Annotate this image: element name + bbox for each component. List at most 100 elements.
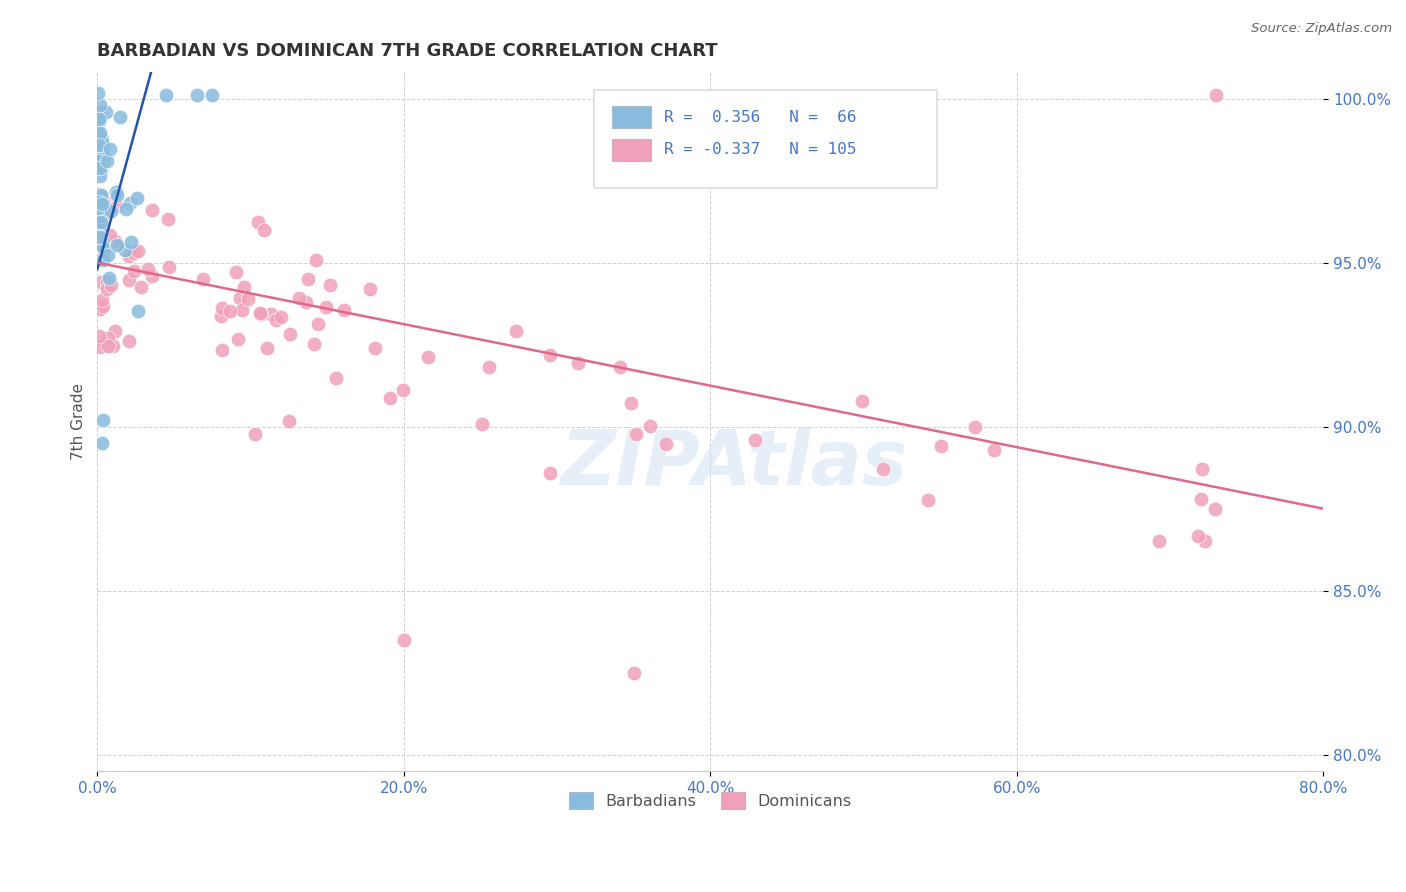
Point [505, 325, 527, 339]
Point [93, 194, 115, 208]
Point [90, 275, 112, 289]
Point [211, 343, 233, 357]
Point [141, 202, 163, 217]
Point [186, 88, 208, 103]
Point [104, 234, 127, 248]
Point [87, 112, 110, 127]
Point [297, 272, 319, 286]
Point [1147, 534, 1170, 549]
Point [305, 253, 328, 268]
Point [87, 194, 110, 209]
Point [91, 149, 114, 163]
Point [108, 111, 131, 125]
Point [97, 331, 120, 345]
FancyBboxPatch shape [612, 139, 651, 161]
Point [307, 317, 329, 331]
Point [540, 348, 562, 362]
Point [96, 282, 118, 296]
Point [90, 293, 112, 308]
Point [120, 196, 142, 211]
Point [90, 158, 112, 172]
Point [93, 251, 115, 265]
Point [929, 439, 952, 453]
Point [97, 248, 120, 262]
Point [87, 207, 110, 221]
Point [378, 392, 401, 406]
Point [226, 332, 249, 346]
Point [124, 264, 146, 278]
Point [87, 228, 110, 243]
Point [90, 187, 112, 202]
Point [278, 327, 301, 342]
Point [91, 190, 114, 204]
Point [90, 222, 112, 236]
Point [278, 414, 301, 428]
Point [96, 154, 118, 169]
Point [93, 155, 115, 169]
Point [1194, 534, 1216, 549]
Point [115, 202, 138, 217]
Point [471, 417, 494, 431]
Point [1187, 529, 1209, 543]
Point [97, 339, 120, 353]
Point [91, 252, 114, 267]
Point [89, 340, 111, 354]
Point [100, 203, 122, 218]
Point [1205, 88, 1227, 103]
Point [87, 219, 110, 233]
Point [295, 295, 318, 310]
Point [225, 265, 247, 279]
Point [260, 307, 283, 321]
Point [89, 213, 111, 227]
Point [91, 299, 114, 313]
FancyBboxPatch shape [593, 90, 938, 187]
Point [243, 427, 266, 442]
Point [87, 229, 110, 244]
Point [101, 339, 124, 353]
Point [89, 106, 111, 120]
Point [359, 282, 381, 296]
Point [416, 351, 439, 365]
Point [654, 437, 676, 451]
Point [87, 216, 110, 230]
Point [744, 433, 766, 447]
Point [98, 228, 121, 243]
Point [114, 243, 136, 257]
Point [219, 304, 242, 318]
Point [364, 341, 387, 355]
Point [96, 275, 118, 289]
Point [392, 632, 415, 647]
Point [252, 223, 274, 237]
Point [229, 291, 252, 305]
Point [104, 324, 127, 338]
Point [270, 310, 292, 325]
Point [100, 277, 122, 292]
Point [193, 272, 215, 286]
Point [288, 291, 311, 305]
Point [155, 88, 177, 103]
Point [623, 665, 645, 680]
Point [127, 191, 149, 205]
Point [917, 493, 939, 508]
Point [105, 187, 128, 202]
Point [91, 139, 114, 153]
Point [107, 199, 129, 213]
Point [624, 427, 647, 442]
Point [98, 271, 121, 285]
Point [90, 214, 112, 228]
Text: R =  0.356   N =  66: R = 0.356 N = 66 [664, 110, 856, 125]
FancyBboxPatch shape [612, 106, 651, 128]
Point [89, 161, 111, 175]
Point [963, 419, 986, 434]
Point [157, 260, 180, 274]
Point [250, 307, 273, 321]
Y-axis label: 7th Grade: 7th Grade [72, 384, 86, 460]
Point [315, 301, 337, 315]
Point [89, 234, 111, 248]
Point [1204, 502, 1226, 516]
Point [325, 371, 347, 385]
Point [201, 88, 224, 103]
Point [89, 141, 111, 155]
Point [127, 244, 149, 258]
Point [87, 329, 110, 343]
